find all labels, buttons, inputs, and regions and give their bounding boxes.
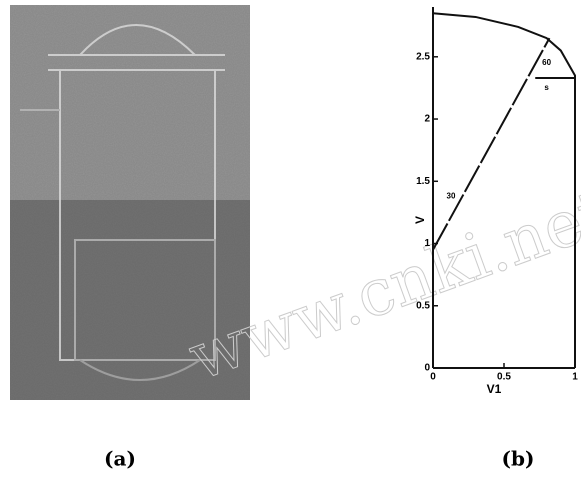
y-axis-label: V bbox=[413, 216, 427, 224]
y-tick-label: 1 bbox=[424, 238, 430, 249]
annotation: s bbox=[544, 83, 549, 92]
y-tick-label: 2 bbox=[424, 114, 430, 125]
annotation: 60 bbox=[542, 58, 551, 67]
x-tick-label: 0 bbox=[430, 372, 436, 383]
annotation: 30 bbox=[447, 191, 456, 200]
panel-label: (a) bbox=[104, 447, 136, 471]
figure: (a) (b) www.cnki.net 00.511.522.500.51V1… bbox=[0, 0, 581, 476]
x-tick-label: 0.5 bbox=[497, 372, 511, 383]
x-tick-label: 1 bbox=[572, 372, 578, 383]
x-axis-label: V1 bbox=[487, 382, 502, 396]
y-tick-label: 2.5 bbox=[416, 51, 430, 62]
y-tick-label: 1.5 bbox=[416, 176, 430, 187]
panel-label: (b) bbox=[502, 447, 535, 471]
y-tick-label: 0.5 bbox=[416, 300, 430, 311]
